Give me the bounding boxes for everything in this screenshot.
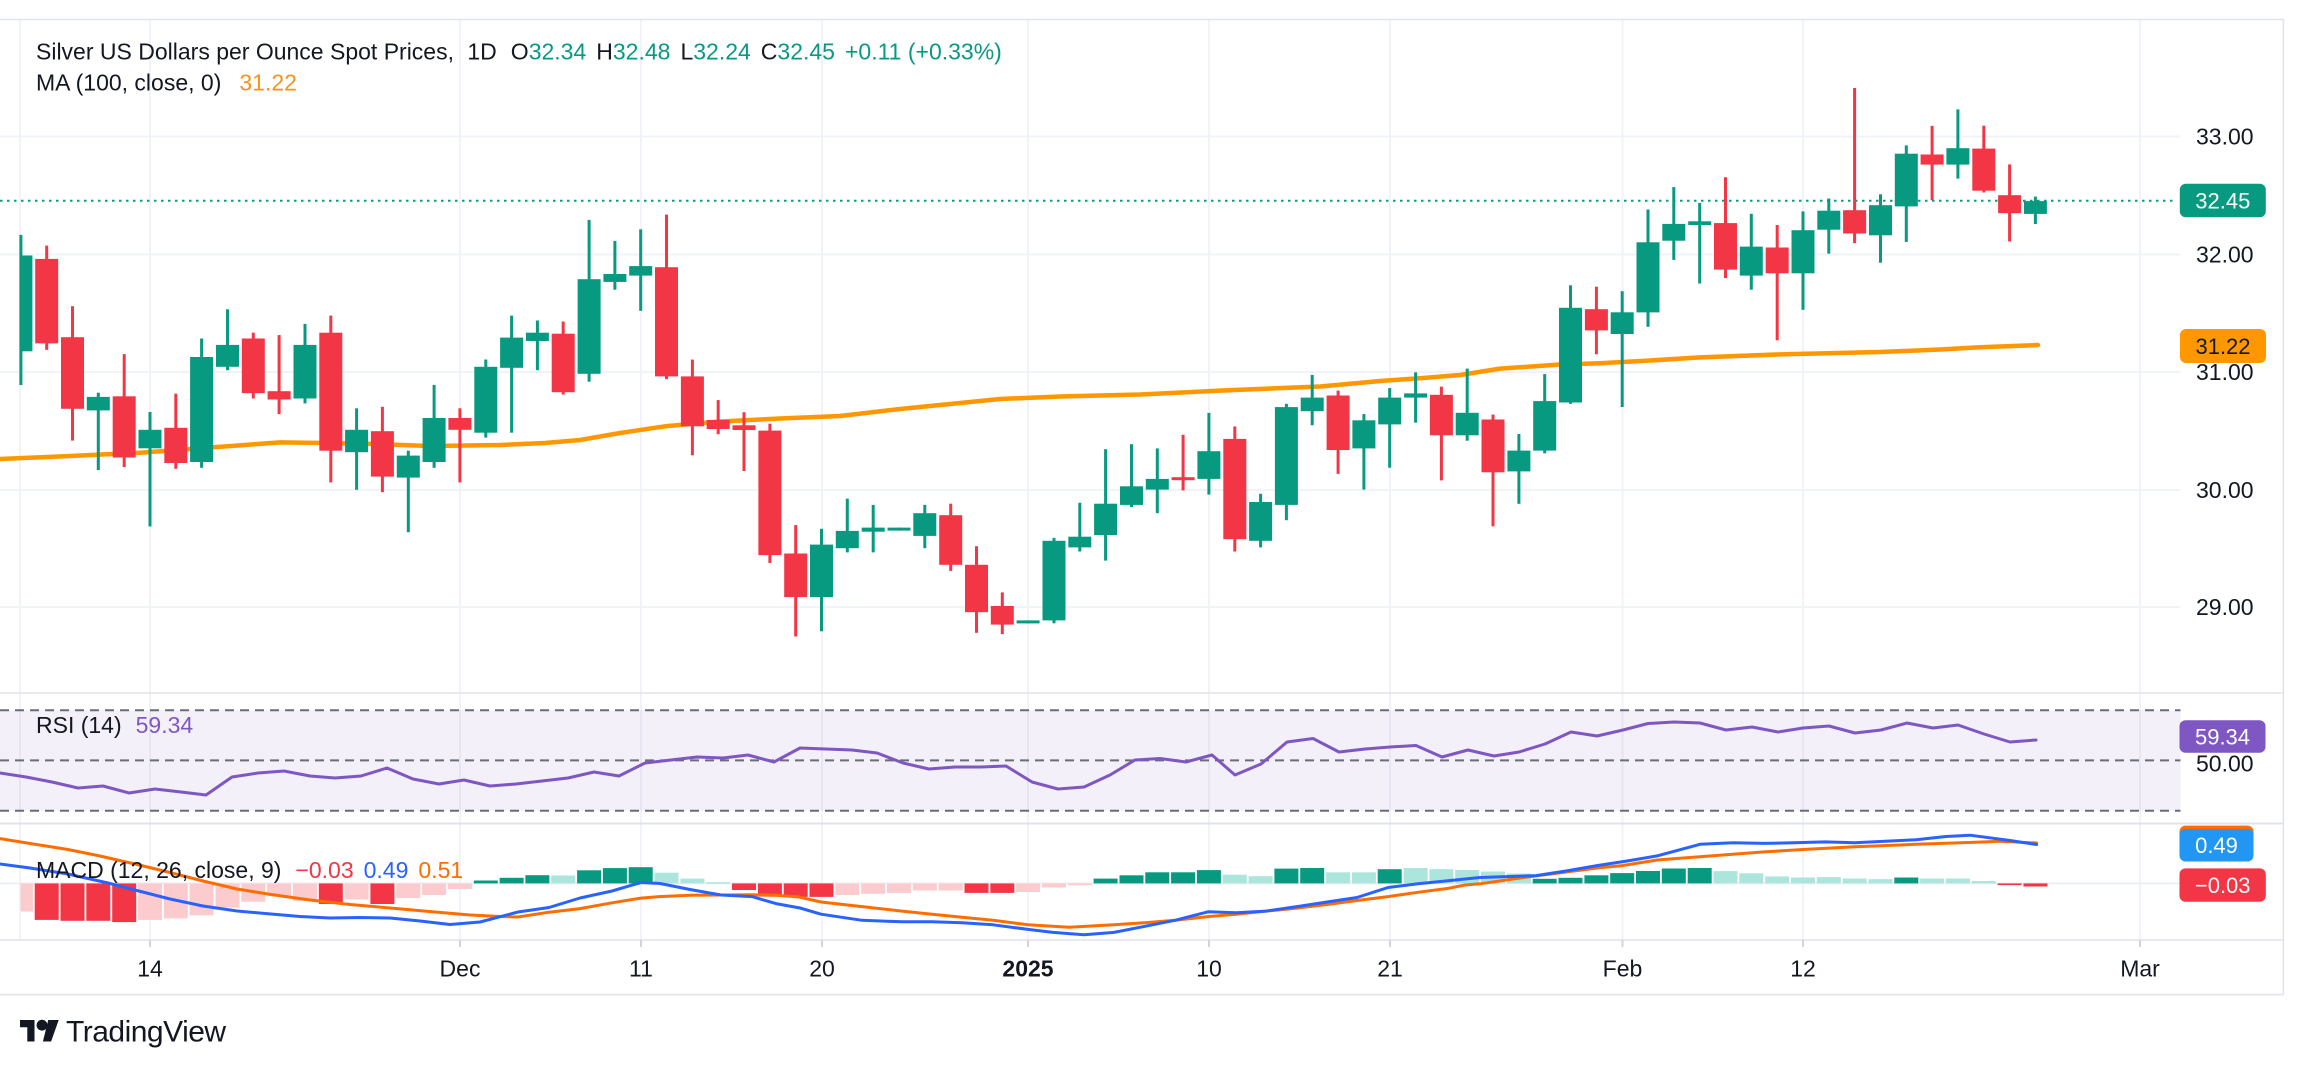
svg-text:21: 21 (1377, 956, 1403, 982)
svg-text:14: 14 (137, 956, 163, 982)
svg-text:29.00: 29.00 (2196, 594, 2254, 620)
svg-text:33.00: 33.00 (2196, 124, 2254, 150)
svg-text:50.00: 50.00 (2196, 751, 2254, 777)
svg-text:32.45: 32.45 (2195, 189, 2250, 214)
svg-text:Mar: Mar (2120, 956, 2160, 982)
svg-text:−0.03: −0.03 (2195, 873, 2251, 898)
svg-text:31.22: 31.22 (2195, 334, 2250, 359)
svg-text:10: 10 (1196, 956, 1222, 982)
svg-text:31.00: 31.00 (2196, 359, 2254, 385)
svg-text:20: 20 (809, 956, 835, 982)
svg-text:MA (100, close, 0)31.22: MA (100, close, 0) 31.22 (36, 70, 297, 96)
svg-text:2025: 2025 (1002, 956, 1053, 982)
svg-text:Silver US Dollars per Ounce Sp: Silver US Dollars per Ounce Spot Prices,… (36, 39, 1002, 65)
svg-text:Feb: Feb (1603, 956, 1643, 982)
svg-text:11: 11 (629, 956, 653, 982)
svg-text:TradingView: TradingView (66, 1016, 226, 1049)
svg-text:MACD (12, 26, close, 9)−0.030.: MACD (12, 26, close, 9) −0.03 0.49 0.51 (36, 857, 463, 883)
svg-text:12: 12 (1790, 956, 1816, 982)
svg-text:0.49: 0.49 (2195, 833, 2238, 858)
svg-text:Dec: Dec (440, 956, 481, 982)
svg-text:RSI (14)59.34: RSI (14) 59.34 (36, 712, 193, 738)
svg-text:30.00: 30.00 (2196, 477, 2254, 503)
svg-text:32.00: 32.00 (2196, 242, 2254, 268)
svg-text:59.34: 59.34 (2195, 725, 2250, 750)
